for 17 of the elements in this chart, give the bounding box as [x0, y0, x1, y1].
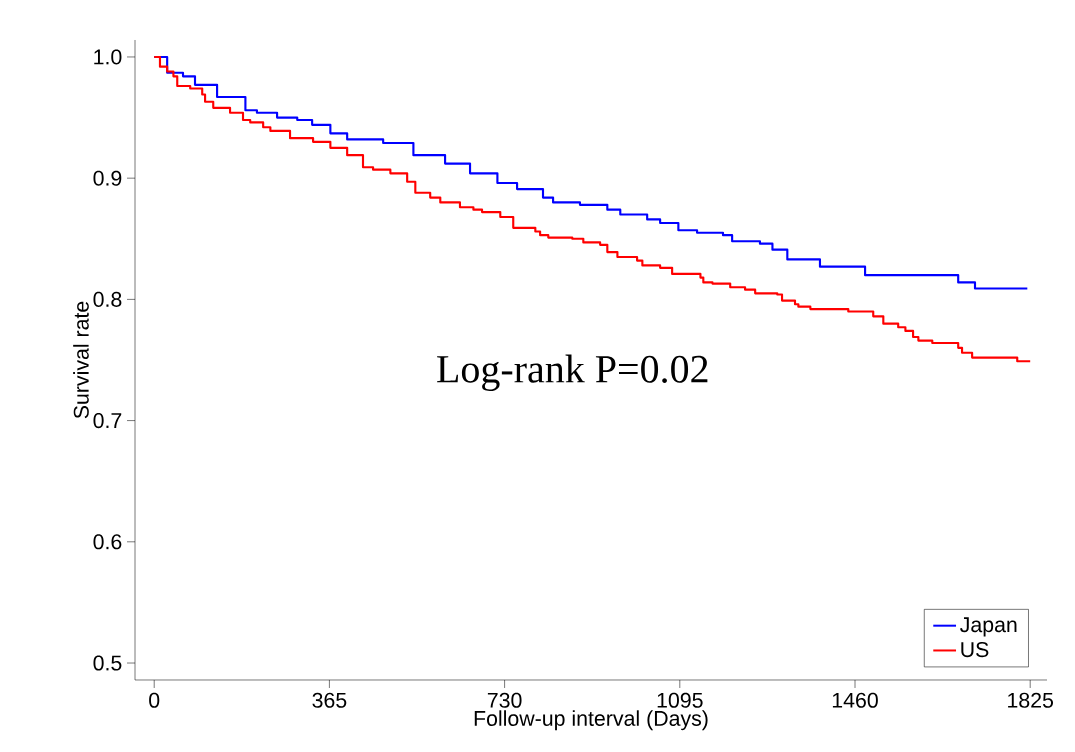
y-tick-label: 0.8	[93, 291, 122, 307]
annotation: Log-rank P=0.02	[437, 354, 708, 391]
x-tick-label: 0	[149, 692, 160, 708]
x-tick-label: 1460	[832, 692, 878, 708]
y-tick-label: 0.6	[93, 534, 122, 550]
x-axis-title: Follow-up interval (Days)	[474, 710, 708, 731]
x-tick-label: 1095	[657, 692, 703, 708]
y-tick-label: 0.9	[93, 170, 122, 186]
x-tick-label: 730	[487, 692, 522, 708]
legend-label: Japan	[960, 617, 1017, 637]
x-tick-label: 1825	[1008, 692, 1054, 708]
y-tick-label: 1.0	[94, 49, 122, 65]
y-axis-title: Survival rate	[73, 301, 89, 419]
legend-label: US	[961, 642, 989, 658]
y-tick-label: 0.5	[93, 655, 122, 671]
y-tick-label: 0.7	[93, 413, 122, 429]
x-tick-label: 365	[312, 692, 347, 708]
